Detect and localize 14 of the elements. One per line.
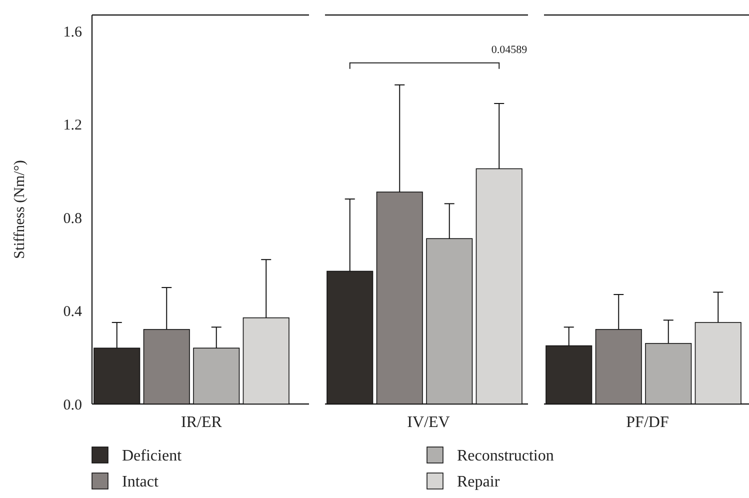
y-tick-label: 0.8 — [63, 210, 82, 227]
y-tick-label: 1.2 — [63, 118, 82, 134]
x-tick-label: IV/EV — [407, 414, 450, 431]
legend-label: Deficient — [122, 448, 182, 465]
legend-label: Reconstruction — [457, 448, 554, 465]
x-tick-label: PF/DF — [626, 414, 669, 431]
y-tick-label: 0.4 — [63, 304, 82, 320]
y-axis-title: Stiffness (Nm/°) — [12, 160, 28, 259]
legend-label: Intact — [122, 474, 159, 491]
y-tick-label: 1.6 — [63, 24, 82, 41]
legend-label: Repair — [457, 474, 500, 491]
annotation: 0.04589 — [491, 44, 528, 56]
x-tick-label: IR/ER — [181, 414, 222, 431]
y-tick-label: 0.0 — [63, 397, 82, 414]
